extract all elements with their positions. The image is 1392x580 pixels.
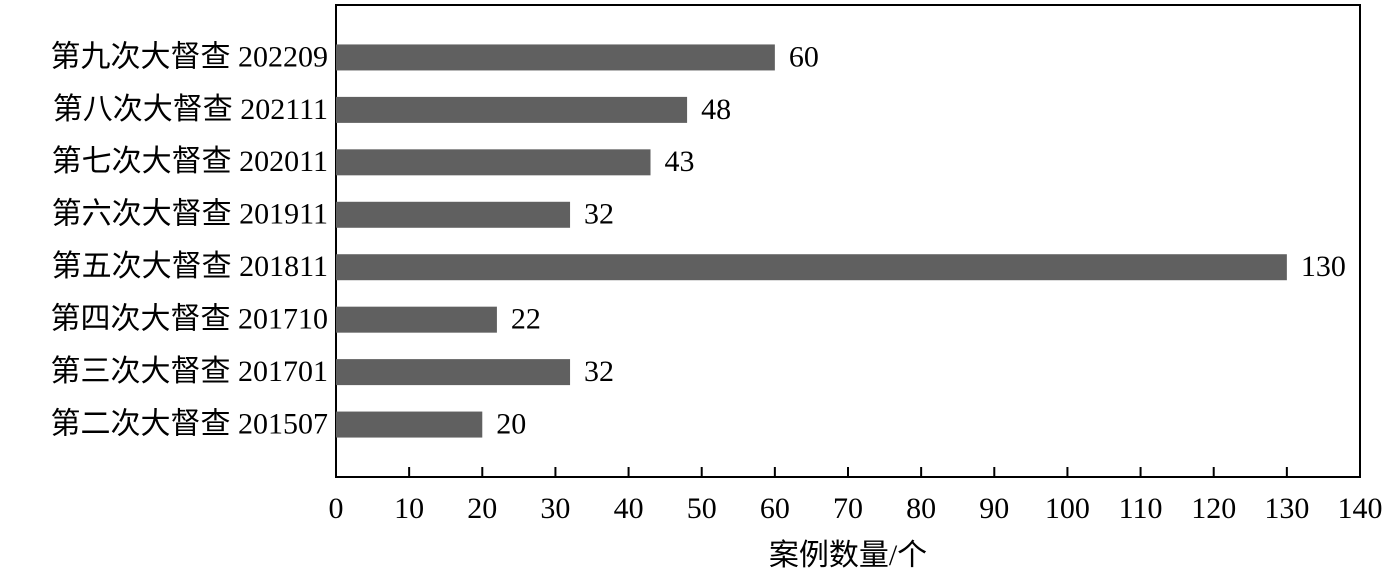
- y-tick-label: 第七次大督查 202011: [52, 145, 328, 178]
- bar: [336, 44, 775, 71]
- value-label: 43: [665, 145, 695, 178]
- y-tick-label: 第八次大督查 202111: [53, 93, 328, 126]
- x-axis-label: 案例数量/个: [769, 539, 927, 572]
- x-tick-label: 80: [906, 492, 936, 525]
- value-label: 48: [701, 93, 731, 126]
- y-tick-label: 第三次大督查 201701: [51, 355, 329, 388]
- x-tick-label: 90: [979, 492, 1009, 525]
- value-label: 20: [496, 407, 526, 440]
- bar: [336, 359, 571, 386]
- x-tick-label: 130: [1264, 492, 1309, 525]
- x-tick-label: 140: [1338, 492, 1383, 525]
- value-label: 32: [584, 198, 614, 231]
- x-tick-label: 110: [1119, 492, 1163, 525]
- y-tick-label: 第二次大督查 201507: [51, 407, 329, 440]
- y-tick-label: 第五次大督查 201811: [52, 250, 328, 283]
- x-tick-label: 0: [329, 492, 344, 525]
- value-label: 22: [511, 303, 541, 336]
- x-tick-label: 60: [760, 492, 790, 525]
- x-tick-label: 40: [614, 492, 644, 525]
- x-tick-label: 120: [1191, 492, 1236, 525]
- y-tick-label: 第九次大督查 202209: [51, 40, 329, 73]
- x-tick-label: 70: [833, 492, 863, 525]
- value-label: 32: [584, 355, 614, 388]
- x-tick-label: 30: [540, 492, 570, 525]
- y-tick-label: 第六次大督查 201911: [52, 198, 328, 231]
- bar: [336, 411, 483, 438]
- bar: [336, 254, 1287, 281]
- value-label: 130: [1301, 250, 1346, 283]
- x-tick-label: 10: [394, 492, 424, 525]
- bar: [336, 306, 497, 333]
- value-label: 60: [789, 40, 819, 73]
- x-tick-label: 20: [467, 492, 497, 525]
- bar: [336, 201, 571, 228]
- x-tick-label: 50: [687, 492, 717, 525]
- x-tick-label: 100: [1045, 492, 1090, 525]
- plot-frame: [335, 4, 1361, 478]
- bar: [336, 149, 651, 176]
- bar: [336, 96, 688, 123]
- y-tick-label: 第四次大督查 201710: [51, 303, 329, 336]
